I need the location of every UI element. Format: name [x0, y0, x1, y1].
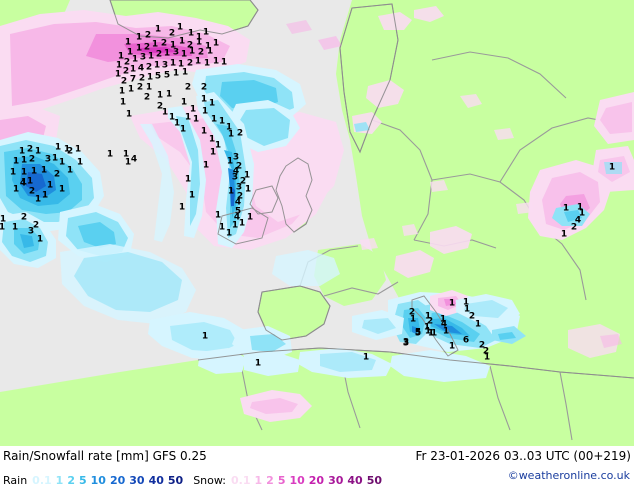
precipitation-overlay — [0, 6, 634, 422]
snow-scale-step-0p1: 0.1 — [231, 474, 251, 487]
snow-scale-step-20: 20 — [308, 474, 325, 487]
rain-scale-values: 0.1 1 2 5 10 20 30 40 50 — [32, 469, 187, 488]
legend-scale: Rain 0.1 1 2 5 10 20 30 40 50 Snow: 0.1 1 2 5 10 20 30… — [3, 469, 386, 488]
rain-scale-step-40: 40 — [148, 474, 164, 487]
map-canvas — [0, 0, 634, 446]
rain-scale-step-0p1: 0.1 — [32, 474, 52, 487]
snow-scale-step-10: 10 — [289, 474, 305, 487]
snow-scale-step-1: 1 — [254, 474, 263, 487]
rain-scale-step-1: 1 — [55, 474, 64, 487]
rain-scale-step-20: 20 — [109, 474, 126, 487]
copyright-notice: ©weatheronline.co.uk — [507, 469, 630, 482]
rain-scale-step-50: 50 — [167, 474, 184, 487]
footer-scale-row: Rain 0.1 1 2 5 10 20 30 40 50 Snow: 0.1 1 2 5 10 20 30… — [0, 468, 634, 488]
product-title: Rain/Snowfall rate [mm] GFS 0.25 — [3, 449, 207, 463]
rain-legend-label: Rain — [3, 474, 28, 487]
rain-scale-step-30: 30 — [129, 474, 145, 487]
footer-title-row: Rain/Snowfall rate [mm] GFS 0.25 Fr 23-0… — [0, 448, 634, 466]
rain-scale-step-10: 10 — [90, 474, 106, 487]
snow-scale-values: 0.1 1 2 5 10 20 30 40 50 — [231, 469, 386, 488]
snow-scale-step-50: 50 — [366, 474, 383, 487]
snow-scale-step-5: 5 — [277, 474, 286, 487]
snow-scale-step-30: 30 — [328, 474, 344, 487]
snow-scale-step-40: 40 — [347, 474, 363, 487]
rain-scale-step-5: 5 — [78, 474, 87, 487]
rain-scale-step-2: 2 — [67, 474, 75, 487]
snow-legend-label: Snow: — [193, 474, 226, 487]
snow-scale-step-2: 2 — [266, 474, 274, 487]
valid-time: Fr 23-01-2026 03..03 UTC (00+219) — [415, 449, 631, 463]
map-footer: Rain/Snowfall rate [mm] GFS 0.25 Fr 23-0… — [0, 446, 634, 490]
coastline-overlay — [109, 0, 634, 379]
